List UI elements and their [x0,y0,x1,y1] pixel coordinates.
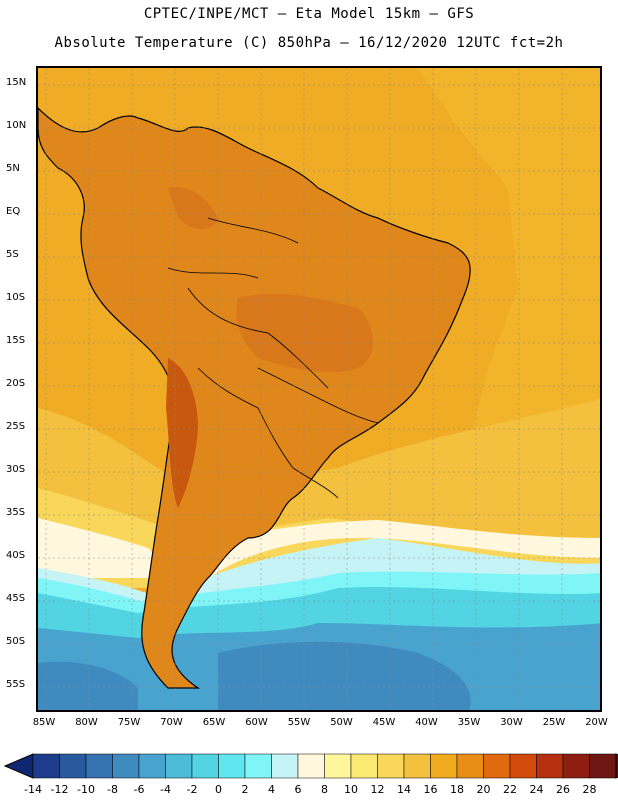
colorbar-swatch [589,753,617,779]
colorbar-tick-label: 28 [582,783,597,796]
colorbar-swatch [403,753,431,779]
lat-label: 55S [6,679,26,690]
colorbar-swatch [483,753,511,779]
hot-patch-interior [236,293,373,373]
title-line-2: Absolute Temperature (C) 850hPa – 16/12/… [54,35,564,51]
colorbar-swatch [430,753,458,779]
colorbar-tick-label: -12 [50,783,69,796]
lon-label: 55W [287,717,311,728]
colorbar-tick-label: 2 [241,783,249,796]
colorbar-swatch [165,753,193,779]
map-panel[interactable] [36,66,602,712]
lat-label: 45S [6,593,26,604]
colorbar-tick-label: 14 [397,783,411,796]
colorbar-swatch [377,753,405,779]
colorbar-swatch [59,753,87,779]
colorbar-tick-label: 16 [423,783,438,796]
colorbar-swatch [191,753,219,779]
colorbar [3,753,618,779]
lat-label: EQ [6,206,21,217]
colorbar-swatch [112,753,140,779]
colorbar-swatch [324,753,352,779]
cold-zone-5 [218,641,471,710]
lat-label: 15N [6,77,27,88]
lat-label: 30S [6,464,26,475]
colorbar-tick-label: 20 [476,783,491,796]
colorbar-tick-label: 6 [294,783,302,796]
south-america-landmass [38,107,471,689]
colorbar-tick-label: 12 [370,783,385,796]
lon-label: 35W [457,717,481,728]
colorbar-tick-label: -8 [107,783,118,796]
colorbar-tick-label: -14 [24,783,42,796]
colorbar-swatch [456,753,484,779]
lon-label: 70W [160,717,183,728]
colorbar-swatch [32,753,60,779]
lon-label: 80W [75,717,98,728]
lat-label: 35S [6,507,26,518]
colorbar-tick-label: 0 [215,783,222,796]
lon-label: 75W [117,717,141,728]
colorbar-tick-label: -10 [77,783,95,796]
country-borders [167,217,379,499]
colorbar-tick-label: 24 [529,783,544,796]
lat-label: 50S [6,636,26,647]
hot-patch-north [168,187,218,230]
colorbar-swatch [297,753,325,779]
colorbar-swatch [562,753,590,779]
title-line-1: CPTEC/INPE/MCT – Eta Model 15km – GFS [143,6,475,22]
colorbar-tick-label: 4 [268,783,275,796]
colorbar-swatch [271,753,299,779]
colorbar-tick-label: -4 [160,783,171,796]
colorbar-tick-label: 8 [321,783,328,796]
colorbar-tick-label: 26 [556,783,570,796]
colorbar-tick-label: 18 [450,783,464,796]
lat-label: 10S [6,292,26,303]
lon-label: 30W [500,717,523,728]
lon-label: 65W [202,717,226,728]
grid-lines [38,68,600,710]
colorbar-swatch [536,753,564,779]
colorbar-swatch [85,753,113,779]
colorbar-swatch [509,753,537,779]
colorbar-swatch [244,753,272,779]
colorbar-tick-label: -2 [186,783,198,796]
colorbar-swatch [218,753,246,779]
colorbar-tick-label: 10 [344,783,358,796]
lon-label: 25W [542,717,566,728]
lon-label: 45W [372,717,396,728]
lon-label: 40W [415,717,438,728]
colorbar-swatch [350,753,378,779]
lon-label: 20W [585,717,608,728]
lat-label: 25S [6,421,26,432]
colorbar-tick-label: 22 [503,783,517,796]
lat-label: 15S [6,335,26,346]
lat-label: 10N [6,120,27,131]
lat-label: 40S [6,550,26,561]
cold-zone-6 [38,661,138,710]
colorbar-under-arrow [3,753,34,779]
lon-label: 60W [245,717,268,728]
lon-label: 85W [32,717,56,728]
lat-label: 5N [6,163,20,174]
hot-patch-andes [166,358,198,508]
temperature-map [38,68,600,710]
lat-label: 5S [6,249,19,260]
lat-label: 20S [6,378,26,389]
colorbar-swatch [138,753,166,779]
lon-label: 50W [330,717,353,728]
ocean-warm-band [418,68,600,508]
colorbar-tick-label: -6 [133,783,145,796]
